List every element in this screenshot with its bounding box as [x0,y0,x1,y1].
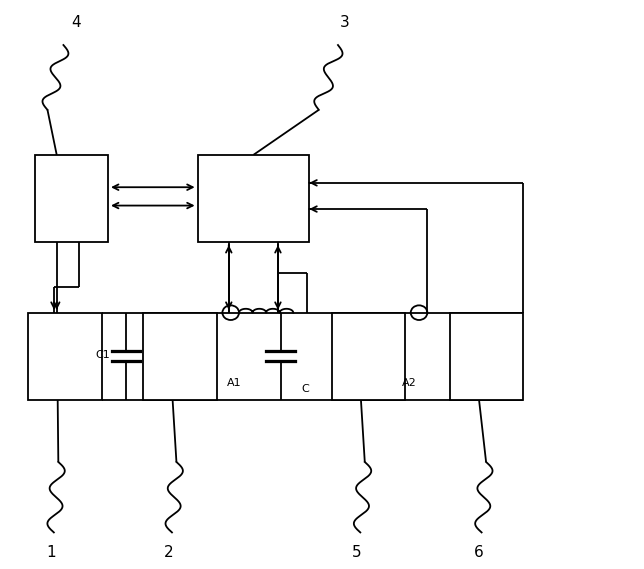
Bar [28,313,102,400]
Bar [450,313,523,400]
Bar [35,155,108,242]
Text: 4: 4 [71,15,81,30]
Text: C: C [301,384,309,394]
Text: 6: 6 [473,545,483,560]
Bar [143,313,216,400]
Text: 3: 3 [339,15,349,30]
Text: 5: 5 [352,545,362,560]
Bar [198,155,309,242]
Text: A2: A2 [402,378,417,388]
Bar [332,313,405,400]
Text: C1: C1 [96,350,110,360]
Text: 2: 2 [164,545,174,560]
Text: 1: 1 [46,545,55,560]
Text: A1: A1 [227,378,242,388]
